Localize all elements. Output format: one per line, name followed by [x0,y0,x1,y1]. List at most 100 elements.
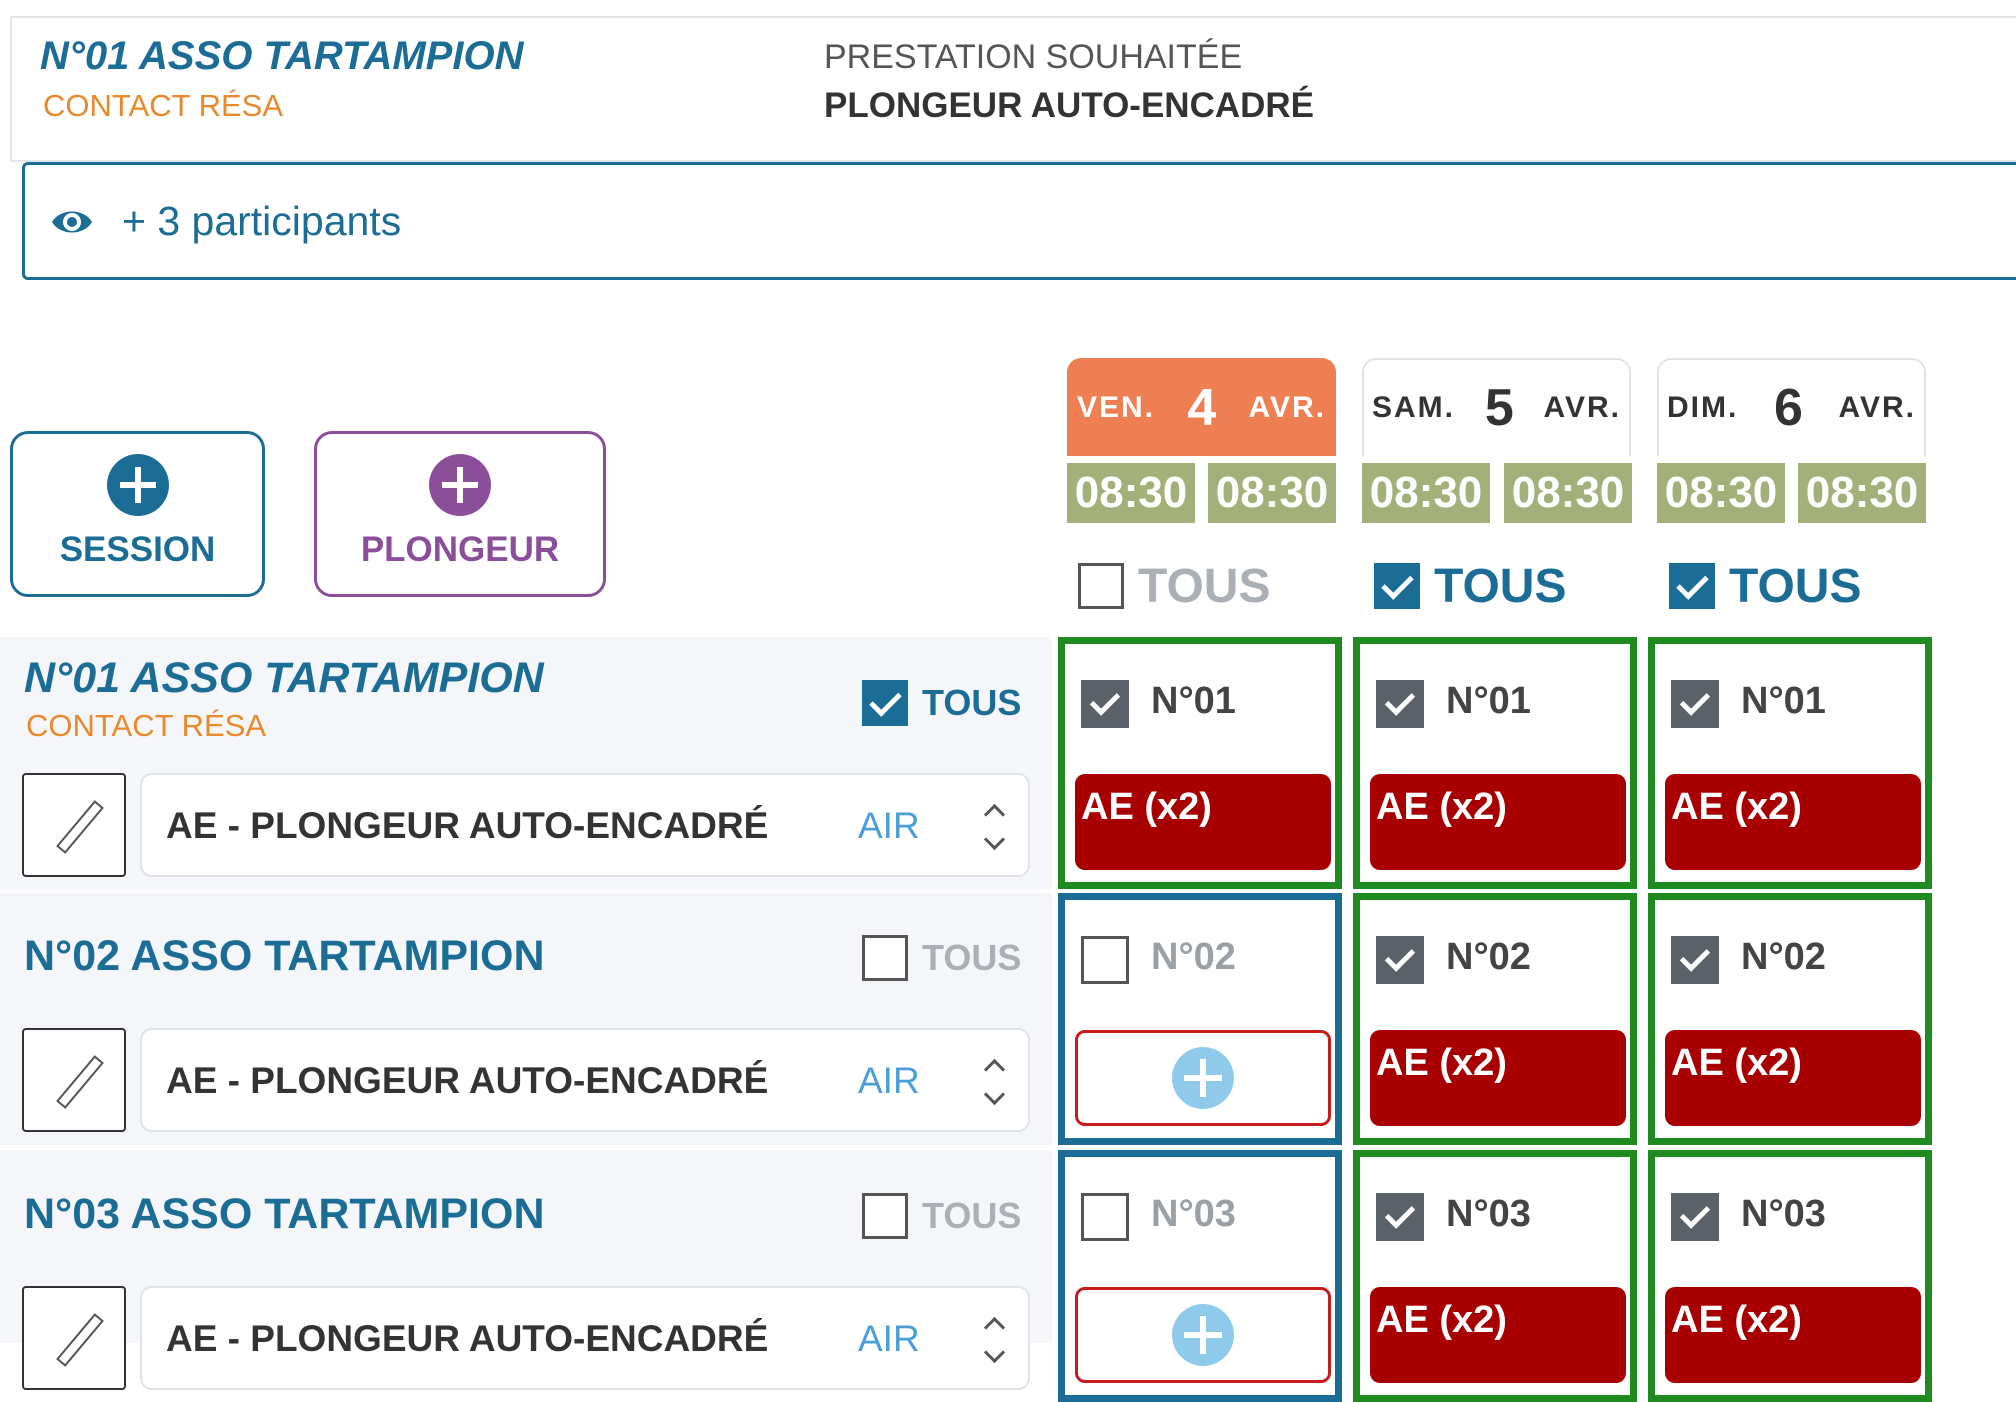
select-value: AE - PLONGEUR AUTO-ENCADRÉ [166,1318,769,1359]
tous-checkbox[interactable] [1078,563,1124,609]
session-cell[interactable]: N°01 AE (x2) [1353,637,1637,889]
time-slot-badge[interactable]: 08:30 [1208,463,1336,523]
select-gas: AIR [858,1060,920,1101]
assignment-pill[interactable]: AE (x2) [1665,774,1921,870]
row-tous-checkbox[interactable] [862,935,908,981]
cell-checkbox[interactable] [1081,936,1129,984]
tous-column-ven[interactable]: TOUS [1078,558,1270,614]
cell-number: N°01 [1151,680,1236,722]
row-tous-checkbox[interactable] [862,680,908,726]
participant-contact: CONTACT RÉSA [26,708,266,743]
session-cell[interactable]: N°02 [1058,893,1342,1145]
participant-name: N°03 ASSO TARTAMPION [24,1190,545,1238]
prestation-select[interactable]: AE - PLONGEUR AUTO-ENCADRÉ AIR [140,1286,1030,1390]
cell-checkbox[interactable] [1376,680,1424,728]
session-cell[interactable]: N°03 AE (x2) [1353,1150,1637,1402]
session-cell[interactable]: N°03 [1058,1150,1342,1402]
date-month: AVR. [1248,391,1326,424]
date-day: DIM. [1667,391,1739,424]
plus-circle-icon [429,454,491,516]
cell-checkbox[interactable] [1081,1193,1129,1241]
cell-number: N°01 [1741,680,1826,722]
time-slot-badge[interactable]: 08:30 [1362,463,1490,523]
assignment-pill[interactable]: AE (x2) [1370,1287,1626,1383]
plus-circle-icon [1172,1047,1234,1109]
prestation-select[interactable]: AE - PLONGEUR AUTO-ENCADRÉ AIR [140,1028,1030,1132]
row-tous[interactable]: TOUS [862,680,1021,726]
add-plongeur-button[interactable]: PLONGEUR [314,431,606,597]
select-gas: AIR [858,805,920,846]
edit-button[interactable] [22,1028,126,1132]
tous-column-sam[interactable]: TOUS [1374,558,1566,614]
assignment-pill[interactable]: AE (x2) [1665,1030,1921,1126]
session-label: SESSION [59,530,216,569]
cell-checkbox[interactable] [1081,680,1129,728]
participant-name: N°01 ASSO TARTAMPION [24,654,544,702]
cell-number: N°02 [1446,936,1531,978]
participants-label[interactable]: + 3 participants [122,198,402,244]
row-tous-label: TOUS [922,937,1022,978]
assignment-pill[interactable]: AE (x2) [1665,1287,1921,1383]
cell-checkbox[interactable] [1376,1193,1424,1241]
cell-number: N°03 [1446,1193,1531,1235]
time-slot-badge[interactable]: 08:30 [1657,463,1785,523]
assignment-pill[interactable]: AE (x2) [1370,774,1626,870]
select-value: AE - PLONGEUR AUTO-ENCADRÉ [166,1060,769,1101]
session-cell[interactable]: N°01 AE (x2) [1058,637,1342,889]
cell-checkbox[interactable] [1671,1193,1719,1241]
session-cell[interactable]: N°01 AE (x2) [1648,637,1932,889]
prestation-select[interactable]: AE - PLONGEUR AUTO-ENCADRÉ AIR [140,773,1030,877]
pencil-icon [56,800,104,854]
plus-circle-icon [1172,1304,1234,1366]
tous-checkbox[interactable] [1374,563,1420,609]
date-number: 5 [1484,379,1514,437]
tous-label: TOUS [1434,559,1567,613]
plus-circle-icon [106,454,169,516]
date-month: AVR. [1838,391,1916,424]
add-assignment-button[interactable] [1075,1030,1331,1126]
cell-number: N°03 [1151,1193,1236,1235]
date-month: AVR. [1543,391,1621,424]
cell-checkbox[interactable] [1671,680,1719,728]
time-slot-badge[interactable]: 08:30 [1798,463,1926,523]
date-header-dim[interactable]: DIM. 6 AVR. [1657,358,1926,456]
row-tous[interactable]: TOUS [862,1193,1021,1239]
edit-button[interactable] [22,1286,126,1390]
updown-arrows-icon [982,1314,1006,1366]
participant-name: N°02 ASSO TARTAMPION [24,932,545,980]
contact-label: CONTACT RÉSA [43,88,283,123]
participants-toggle[interactable] [22,162,2016,280]
assignment-pill[interactable]: AE (x2) [1370,1030,1626,1126]
select-value: AE - PLONGEUR AUTO-ENCADRÉ [166,805,769,846]
date-day: VEN. [1077,391,1156,424]
prestation-value: PLONGEUR AUTO-ENCADRÉ [824,86,1315,125]
tous-checkbox[interactable] [1669,563,1715,609]
edit-button[interactable] [22,773,126,877]
tous-column-dim[interactable]: TOUS [1669,558,1861,614]
assignment-pill[interactable]: AE (x2) [1075,774,1331,870]
row-tous-label: TOUS [922,1195,1022,1236]
cell-number: N°03 [1741,1193,1826,1235]
cell-checkbox[interactable] [1376,936,1424,984]
updown-arrows-icon [982,1056,1006,1108]
date-number: 6 [1773,379,1803,437]
cell-number: N°02 [1151,936,1236,978]
session-cell[interactable]: N°02 AE (x2) [1353,893,1637,1145]
prestation-label: PRESTATION SOUHAITÉE [824,38,1243,76]
time-slot-badge[interactable]: 08:30 [1067,463,1195,523]
eye-icon[interactable] [50,202,94,242]
row-tous-checkbox[interactable] [862,1193,908,1239]
date-header-sam[interactable]: SAM. 5 AVR. [1362,358,1631,456]
time-slot-badge[interactable]: 08:30 [1504,463,1632,523]
cell-checkbox[interactable] [1671,936,1719,984]
pencil-icon [56,1313,104,1367]
tous-label: TOUS [1729,559,1862,613]
row-tous[interactable]: TOUS [862,935,1021,981]
plongeur-label: PLONGEUR [360,530,560,569]
session-cell[interactable]: N°03 AE (x2) [1648,1150,1932,1402]
add-session-button[interactable]: SESSION [10,431,265,597]
session-cell[interactable]: N°02 AE (x2) [1648,893,1932,1145]
add-assignment-button[interactable] [1075,1287,1331,1383]
date-header-ven[interactable]: VEN. 4 AVR. [1067,358,1336,456]
date-number: 4 [1187,379,1217,437]
